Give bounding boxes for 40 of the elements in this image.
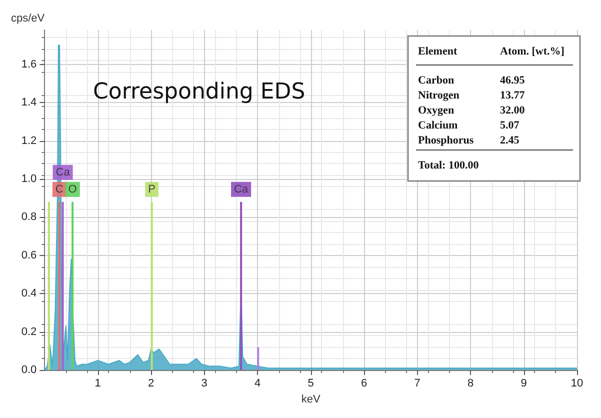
x-tick-label: 4 — [254, 378, 261, 390]
annotation: 46.95 — [500, 74, 526, 86]
y-axis-title: cps/eV — [10, 12, 46, 24]
data-label: O — [68, 183, 78, 196]
x-tick-label: 9 — [520, 378, 527, 390]
x-axis-title: keV — [301, 394, 321, 406]
y-tick-label: 1.4 — [21, 96, 37, 109]
y-tick-label: 1.2 — [21, 134, 37, 147]
annotation: Atom. [wt.%] — [500, 46, 564, 58]
annotation: Total: 100.00 — [418, 160, 480, 172]
x-tick-label: 5 — [308, 378, 314, 390]
y-tick-label: 0.8 — [21, 211, 37, 224]
y-tick-label: 0.6 — [21, 249, 37, 262]
x-tick-label: 2 — [148, 378, 154, 390]
annotation: 2.45 — [500, 134, 520, 146]
data-label: Ca — [234, 183, 249, 196]
annotation: Carbon — [418, 74, 454, 86]
annotation: Oxygen — [418, 104, 454, 116]
annotation: 5.07 — [500, 120, 520, 132]
data-label: P — [148, 183, 156, 196]
y-tick-label: 0.4 — [21, 288, 37, 300]
x-tick-label: 10 — [570, 378, 584, 390]
data-label: Ca — [56, 166, 71, 178]
annotation: Phosphorus — [418, 134, 474, 146]
y-tick-label: 1.0 — [21, 172, 37, 185]
y-tick-label: 1.6 — [21, 58, 37, 70]
x-tick-label: 3 — [201, 378, 208, 390]
x-tick-label: 6 — [360, 378, 368, 390]
data-label: C — [55, 183, 64, 196]
text: Corresponding EDS — [93, 80, 306, 104]
annotation: 13.77 — [500, 90, 526, 102]
x-tick-label: 7 — [414, 378, 420, 390]
annotation: 32.00 — [500, 104, 526, 116]
y-tick-label: 0.0 — [21, 364, 37, 376]
x-tick-label: 1 — [94, 378, 101, 390]
y-tick-label: 0.2 — [21, 326, 37, 338]
annotation: Element — [418, 46, 458, 58]
x-tick-label: 8 — [467, 378, 474, 390]
annotation: Calcium — [418, 120, 458, 132]
annotation: Nitrogen — [418, 90, 460, 102]
